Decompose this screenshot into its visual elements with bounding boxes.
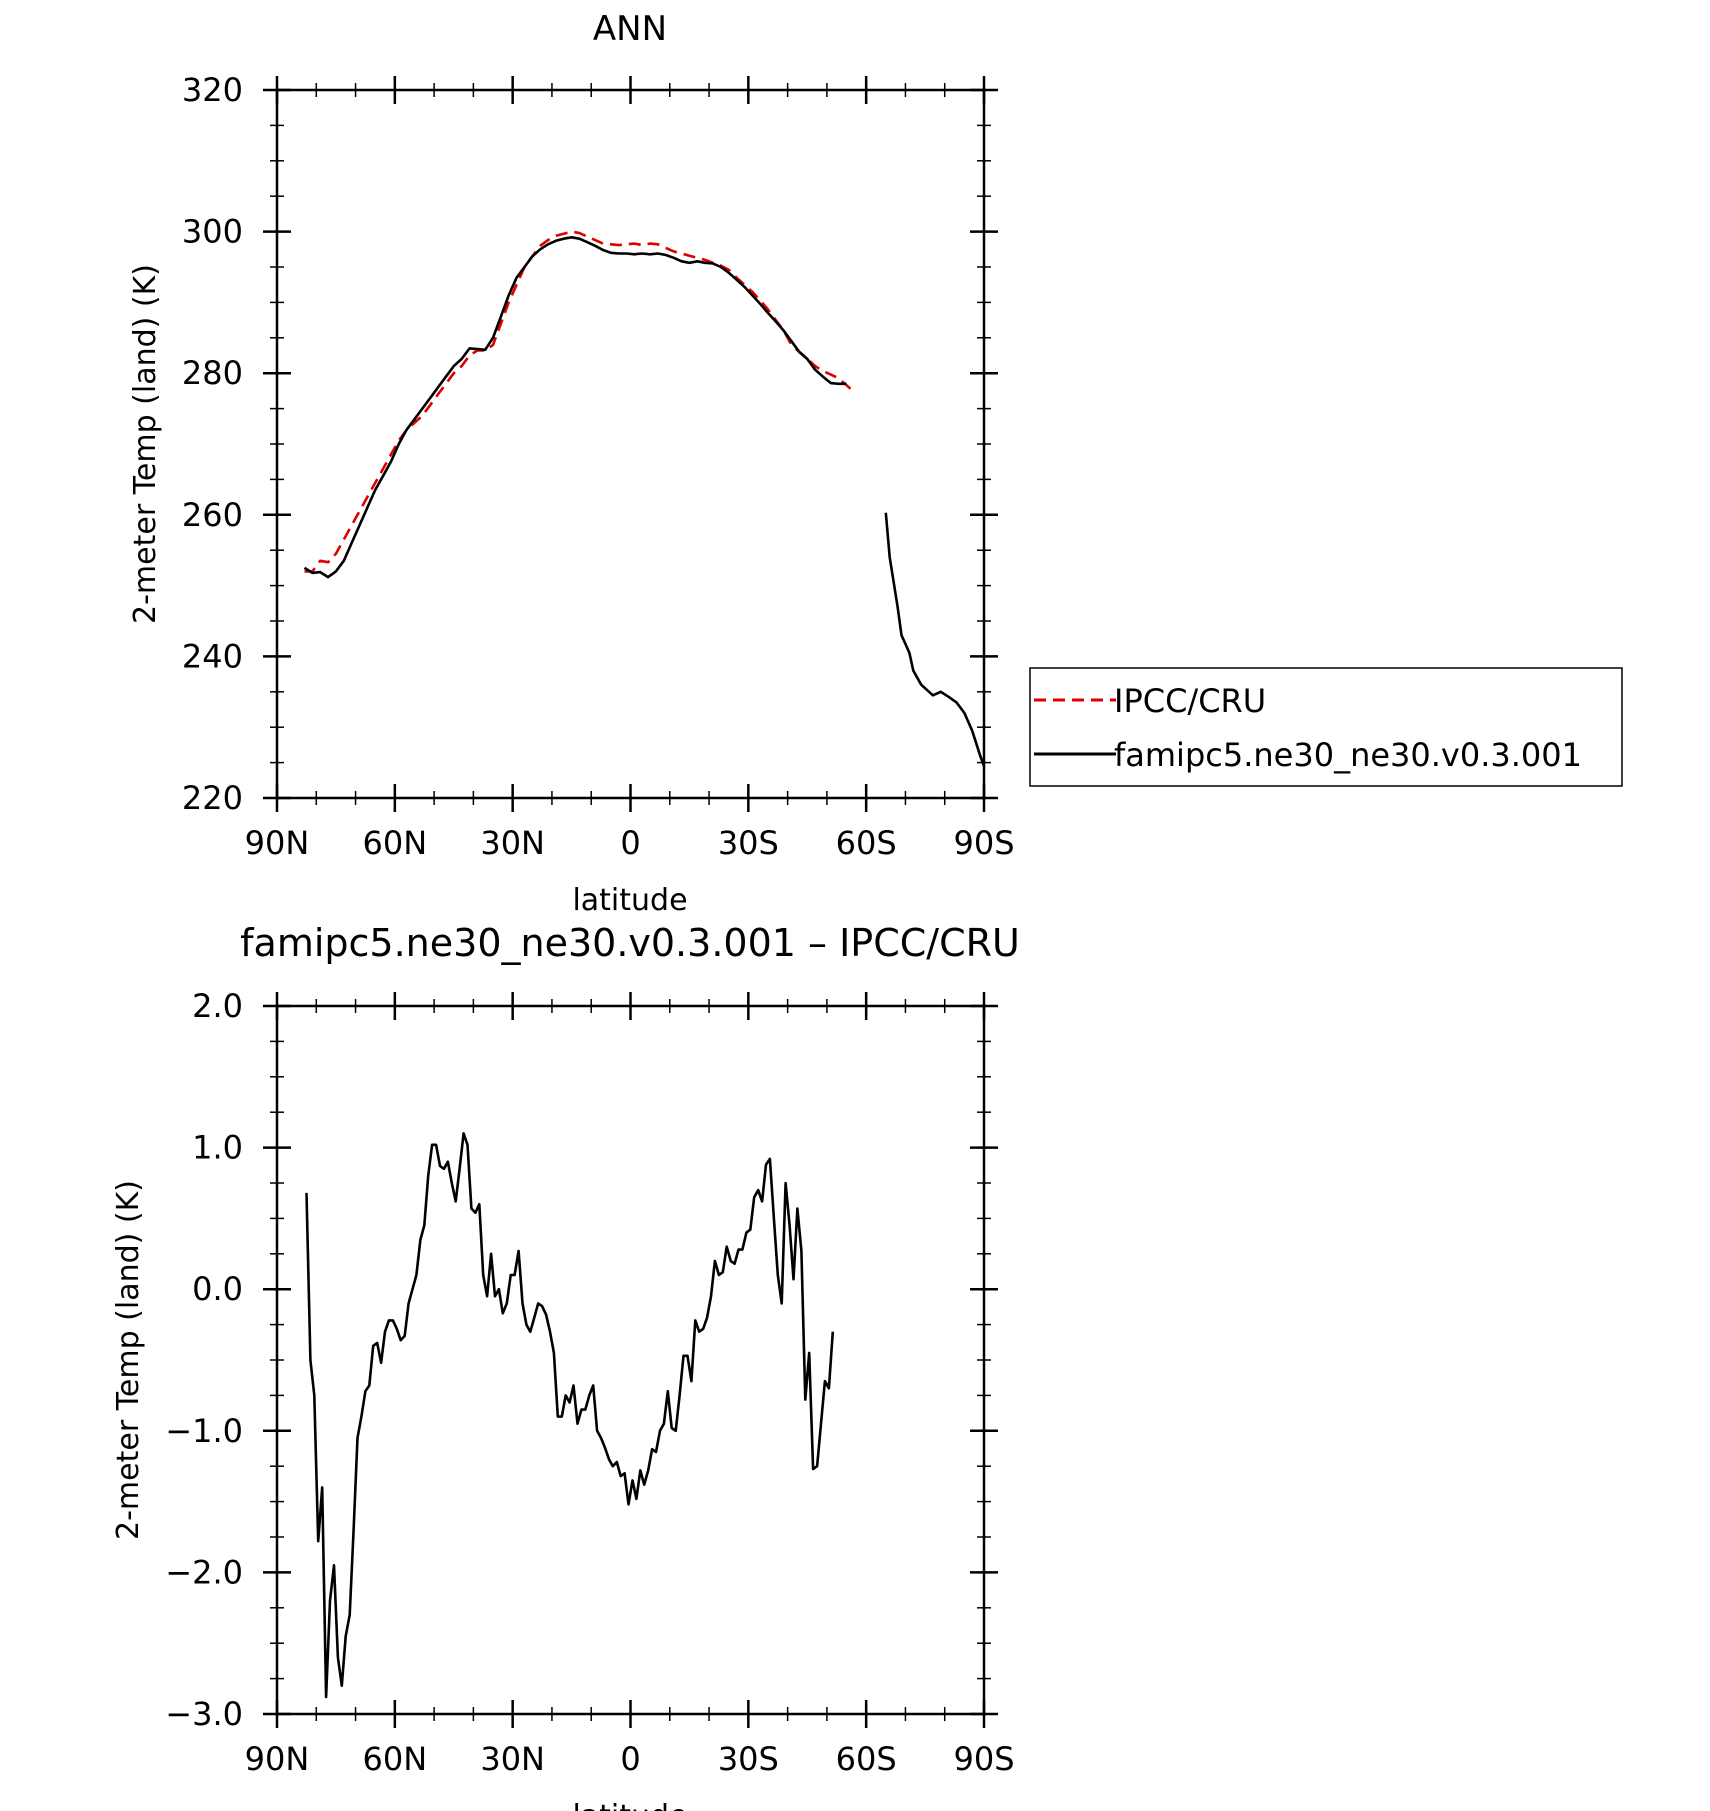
bottom-y-axis-label: 2-meter Temp (land) (K)	[111, 1180, 146, 1540]
top-y-tick-labels: 220 240 260 280 300 320	[182, 71, 243, 817]
bottom-panel: famipc5.ne30_ne30.v0.3.001 – IPCC/CRU −3…	[111, 921, 1020, 1811]
x-tick-label: 30S	[718, 1740, 779, 1778]
legend: IPCC/CRU famipc5.ne30_ne30.v0.3.001	[1029, 667, 1623, 787]
top-x-axis-label: latitude	[572, 883, 687, 918]
x-tick-label: 90N	[245, 1740, 310, 1778]
x-tick-label: 30S	[718, 824, 779, 862]
x-tick-label: 60S	[836, 1740, 897, 1778]
x-tick-label: 0	[620, 1740, 640, 1778]
bottom-series-group	[305, 1132, 835, 1699]
y-tick-label: −3.0	[165, 1695, 243, 1733]
y-tick-label: 240	[182, 637, 243, 675]
legend-box	[1029, 667, 1623, 787]
top-y-axis-label: 2-meter Temp (land) (K)	[128, 264, 163, 624]
x-tick-label: 0	[620, 824, 640, 862]
legend-label-ipcc: IPCC/CRU	[1114, 682, 1266, 720]
series-line-2	[884, 512, 986, 767]
x-tick-label: 60N	[363, 1740, 428, 1778]
x-tick-label: 90S	[953, 1740, 1014, 1778]
series-line-0	[305, 1132, 835, 1699]
y-tick-label: 2.0	[192, 987, 243, 1025]
top-chart-title: ANN	[593, 9, 667, 49]
y-tick-label: 320	[182, 71, 243, 109]
x-tick-label: 90N	[245, 824, 310, 862]
x-tick-label: 90S	[953, 824, 1014, 862]
bottom-y-tick-labels: −3.0 −2.0 −1.0 0.0 1.0 2.0	[165, 987, 243, 1733]
bottom-x-tick-labels: 90N 60N 30N 0 30S 60S 90S	[245, 1740, 1015, 1778]
bottom-x-axis-label: latitude	[572, 1799, 687, 1811]
y-tick-label: 300	[182, 213, 243, 251]
bottom-ticks	[263, 992, 998, 1728]
x-tick-label: 30N	[480, 824, 545, 862]
y-tick-label: 0.0	[192, 1270, 243, 1308]
y-tick-label: 260	[182, 496, 243, 534]
bottom-plot-frame	[275, 1004, 986, 1716]
legend-label-model: famipc5.ne30_ne30.v0.3.001	[1114, 736, 1582, 774]
y-tick-label: −2.0	[165, 1553, 243, 1591]
x-tick-label: 30N	[480, 1740, 545, 1778]
y-tick-label: 220	[182, 779, 243, 817]
bottom-chart-title: famipc5.ne30_ne30.v0.3.001 – IPCC/CRU	[240, 921, 1020, 965]
series-line-1	[303, 236, 847, 579]
top-ticks	[263, 76, 998, 812]
top-series-group	[303, 230, 986, 767]
y-tick-label: 1.0	[192, 1129, 243, 1167]
y-tick-label: 280	[182, 354, 243, 392]
series-line-0	[304, 230, 852, 573]
top-plot-frame	[275, 88, 986, 800]
y-tick-label: −1.0	[165, 1412, 243, 1450]
x-tick-label: 60N	[363, 824, 428, 862]
top-x-tick-labels: 90N 60N 30N 0 30S 60S 90S	[245, 824, 1015, 862]
x-tick-label: 60S	[836, 824, 897, 862]
